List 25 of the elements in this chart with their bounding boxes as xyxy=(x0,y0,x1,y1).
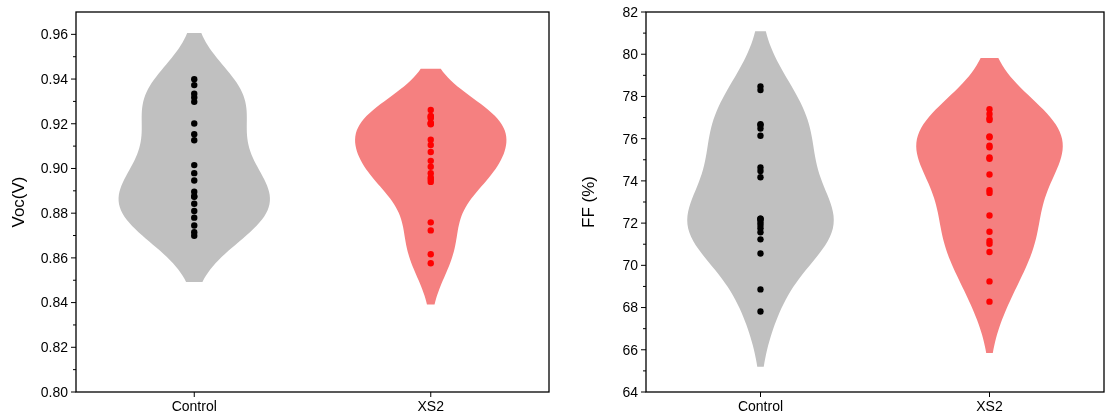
y-tick-label: 76 xyxy=(622,130,639,147)
x-tick-label: Control xyxy=(737,398,784,414)
x-tick-label: XS2 xyxy=(417,398,445,414)
x-tick-label: XS2 xyxy=(976,398,1003,414)
y-tick-label: 0.84 xyxy=(40,294,69,311)
y-tick-label: 70 xyxy=(622,257,639,274)
y-tick-label: 0.92 xyxy=(40,115,69,132)
y-tick-label: 0.94 xyxy=(40,70,69,87)
y-tick-label: 0.88 xyxy=(40,205,69,222)
y-tick-label: 78 xyxy=(622,88,639,105)
y-tick-label: 0.86 xyxy=(40,249,69,266)
y-tick-label: 0.80 xyxy=(40,383,69,400)
y-tick-label: 66 xyxy=(622,341,639,358)
y-tick-label: 72 xyxy=(622,215,639,232)
y-tick-label: 0.96 xyxy=(40,26,69,43)
y-tick-label: 68 xyxy=(622,299,639,316)
y-tick-label: 82 xyxy=(622,3,639,20)
y-axis-title: FF (%) xyxy=(579,176,598,228)
y-axis-title: Voc(V) xyxy=(9,176,28,228)
y-tick-label: 80 xyxy=(622,46,639,63)
x-tick-label: Control xyxy=(171,398,217,414)
y-tick-label: 74 xyxy=(622,172,639,189)
y-tick-label: 0.90 xyxy=(40,160,69,177)
y-tick-label: 64 xyxy=(622,383,639,400)
y-tick-label: 0.82 xyxy=(40,339,69,356)
